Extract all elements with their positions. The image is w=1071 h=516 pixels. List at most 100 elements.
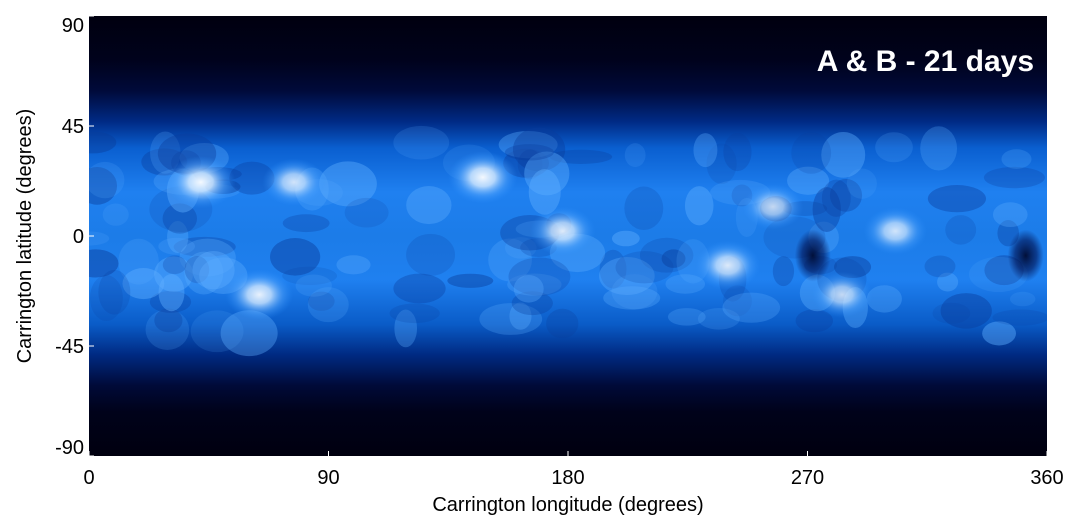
texture-blob (162, 255, 187, 275)
bright-feature (262, 158, 326, 206)
texture-blob (812, 187, 841, 232)
texture-blob (772, 256, 795, 287)
texture-blob (295, 274, 332, 297)
texture-blob (447, 273, 494, 288)
texture-blob (508, 257, 571, 296)
texture-blob (937, 272, 959, 292)
texture-blob (89, 167, 118, 205)
bright-feature (165, 156, 236, 209)
texture-blob (307, 287, 349, 323)
texture-blob (982, 321, 1017, 346)
texture-blob (89, 249, 119, 278)
texture-blob (821, 179, 851, 217)
bright-feature (742, 183, 804, 230)
x-tick-label: 90 (317, 467, 339, 489)
texture-blob (611, 230, 640, 247)
texture-blob (599, 257, 655, 296)
texture-blob (184, 251, 224, 295)
texture-blob (866, 285, 902, 313)
texture-blob (517, 149, 543, 180)
y-tick-label: 90 (62, 15, 84, 37)
texture-blob (220, 310, 278, 357)
texture-blob (528, 169, 561, 215)
x-tick-label: 360 (1030, 467, 1063, 489)
texture-blob (89, 231, 110, 246)
texture-blob (118, 238, 159, 285)
texture-blob (509, 302, 532, 330)
bright-feature (863, 207, 927, 255)
texture-blob (122, 268, 165, 300)
texture-blob (603, 286, 661, 310)
texture-blob (319, 161, 377, 207)
texture-blob (992, 202, 1028, 228)
texture-blob (504, 237, 537, 259)
texture-blob (154, 256, 194, 292)
texture-blob (1009, 291, 1036, 307)
x-tick-label: 180 (551, 467, 584, 489)
texture-blob (270, 238, 321, 276)
texture-blob (1001, 149, 1032, 169)
texture-blob (173, 236, 236, 257)
x-axis-ticks: 0 90 180 270 360 (83, 451, 1064, 489)
texture-blob (624, 143, 646, 168)
texture-blob (158, 237, 196, 255)
texture-blob (667, 308, 706, 326)
texture-blob (615, 251, 674, 284)
y-tick-label: -45 (55, 336, 84, 358)
texture-blob (406, 186, 452, 225)
texture-blob (344, 197, 389, 228)
texture-blob (167, 221, 189, 254)
texture-blob (661, 249, 686, 268)
texture-blob (684, 186, 714, 226)
texture-blob (791, 132, 832, 174)
texture-blob (513, 274, 544, 303)
texture-blob (693, 133, 718, 168)
texture-blob (927, 185, 987, 213)
texture-blob (875, 132, 913, 163)
texture-blob (190, 310, 244, 353)
texture-blob (89, 161, 125, 199)
texture-blob (488, 238, 532, 282)
x-axis-label: Carrington longitude (degrees) (432, 494, 703, 516)
bright-feature (447, 151, 518, 204)
texture-blob (179, 238, 236, 277)
dark-feature (1007, 229, 1044, 282)
texture-blob (549, 149, 613, 164)
bright-feature (694, 240, 761, 290)
texture-blob (504, 144, 554, 161)
texture-blob (308, 291, 335, 311)
bright-feature (811, 271, 873, 318)
texture-blob (479, 303, 543, 335)
texture-blob (945, 215, 977, 245)
texture-blob (507, 273, 562, 296)
texture-blob (983, 166, 1045, 189)
texture-blob (697, 308, 740, 330)
texture-blob (336, 255, 371, 275)
texture-blob (920, 126, 958, 171)
texture-blob (89, 275, 123, 322)
texture-blob (723, 285, 752, 317)
texture-blob (723, 132, 752, 172)
plot-area (89, 16, 1047, 456)
texture-blob (394, 309, 418, 348)
texture-blob (940, 293, 992, 329)
texture-blob (624, 186, 664, 231)
texture-blob (282, 214, 330, 233)
texture-blob (149, 290, 192, 313)
texture-blob (145, 309, 190, 350)
texture-blob (787, 166, 830, 195)
texture-blob (511, 291, 553, 316)
y-tick-label: 45 (62, 116, 84, 138)
x-tick-label: 270 (791, 467, 824, 489)
chart-annotation: A & B - 21 days (817, 45, 1034, 78)
texture-blob (599, 249, 627, 289)
y-tick-label: 0 (73, 226, 84, 248)
y-tick-label: -90 (55, 437, 84, 459)
texture-blob (406, 233, 456, 276)
texture-blob (932, 302, 971, 324)
texture-blob (821, 132, 866, 178)
dark-feature (794, 229, 831, 282)
texture-blob (389, 303, 440, 324)
texture-blob (184, 256, 210, 284)
